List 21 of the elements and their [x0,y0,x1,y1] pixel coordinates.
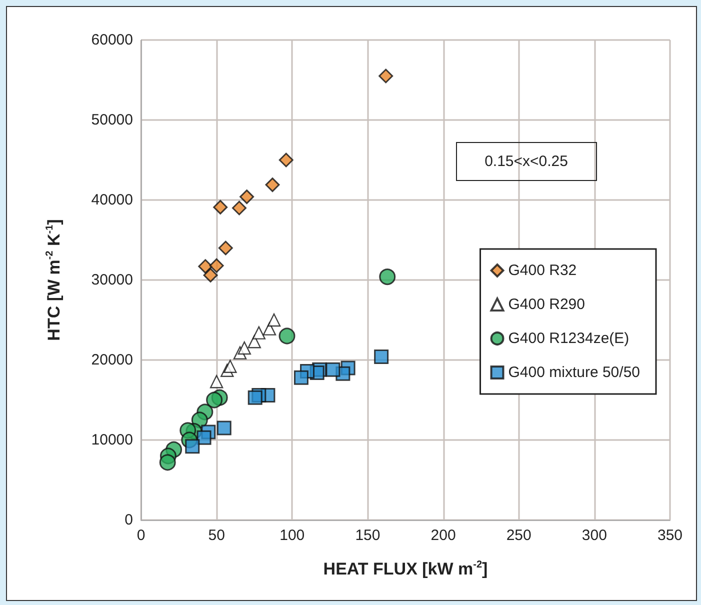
x-tick-label: 350 [657,527,683,544]
legend-label: G400 mixture 50/50 [508,364,640,381]
x-tick-label: 200 [430,527,456,544]
x-tick-label: 300 [582,527,607,544]
y-tick-label: 60000 [91,32,133,48]
x-tick-label: 0 [136,527,146,544]
y-tick-label: 40000 [91,192,133,208]
legend-label: G400 R290 [508,296,585,313]
y-axis-title: HTC [W m-2 K-1] [44,219,64,341]
x-tick-label: 250 [506,527,532,544]
x-tick-label: 50 [208,527,225,544]
y-tick-label: 0 [124,512,133,528]
y-tick-label: 20000 [91,352,133,368]
y-tick-label: 30000 [91,272,133,288]
legend-label: G400 R32 [508,262,577,279]
legend-label: G400 R1234ze(E) [508,330,630,347]
x-tick-label: 150 [355,527,380,544]
annotation: 0.15<x<0.25 [456,142,597,181]
x-tick-label: 100 [280,527,305,544]
y-tick-label: 10000 [91,432,133,448]
y-tick-label: 50000 [91,112,133,128]
